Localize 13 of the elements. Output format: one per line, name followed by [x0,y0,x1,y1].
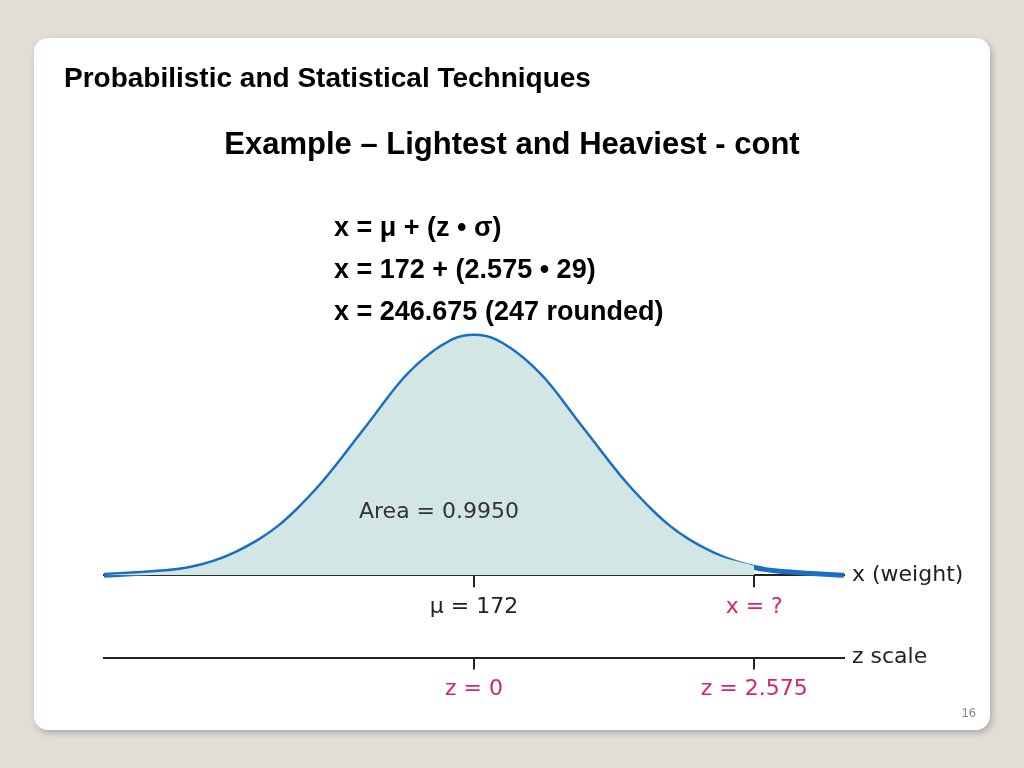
text: x = 246.675 (247 rounded) [334,295,664,328]
chart-subtitle: Example – Lightest and Heaviest - cont [223,126,801,162]
chart-title: Probabilistic and Statistical Techniques [64,62,591,94]
x2-axis-title: x (weight) [852,560,964,586]
annotation: x = ? [725,592,783,618]
x-tick-label: z = 0 [445,674,503,700]
text: 16 [961,705,976,720]
annotation: μ = 172 [429,592,519,618]
x-axis-title: z scale [852,643,928,669]
text: x = 172 + (2.575 • 29) [334,253,597,286]
annotation: Area = 0.9950 [359,498,520,523]
text: x = μ + (z • σ) [334,211,503,244]
x-tick-label: z = 2.575 [700,674,808,700]
